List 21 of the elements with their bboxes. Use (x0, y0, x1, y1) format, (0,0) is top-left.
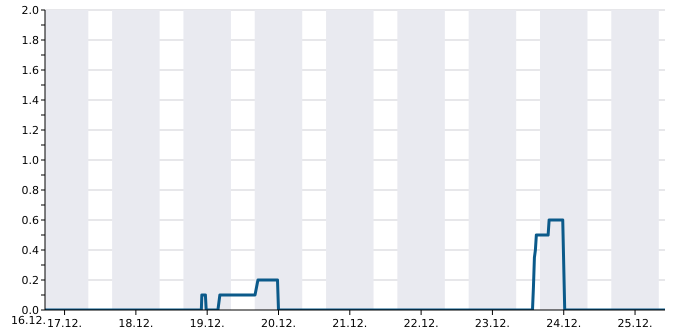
x-tick-label: 22.12. (404, 317, 439, 330)
y-tick-label: 0.4 (22, 244, 39, 257)
y-tick-label: 0.6 (22, 214, 39, 227)
y-tick-label: 2.0 (22, 4, 39, 17)
x-tick-label: 24.12. (546, 317, 582, 330)
x-tick-label: 19.12. (190, 317, 225, 330)
y-tick-label: 0.2 (22, 274, 39, 287)
y-tick-label: 1.0 (22, 154, 39, 167)
y-tick-label: 1.4 (22, 94, 39, 107)
y-tick-label: 0.8 (22, 184, 39, 197)
x-tick-label: 21.12. (332, 317, 368, 330)
y-tick-label: 1.6 (22, 64, 39, 77)
x-tick-label: 18.12. (118, 317, 154, 330)
x-tick-label: 20.12. (260, 317, 296, 330)
y-tick-label: 0.0 (22, 304, 39, 317)
y-tick-label: 1.2 (22, 124, 39, 137)
y-tick-label: 1.8 (22, 34, 39, 47)
x-tick-label: 17.12. (47, 317, 82, 330)
text: 16.12. (11, 314, 46, 327)
x-tick-label: 23.12. (474, 317, 510, 330)
x-tick-label: 25.12. (618, 317, 653, 330)
